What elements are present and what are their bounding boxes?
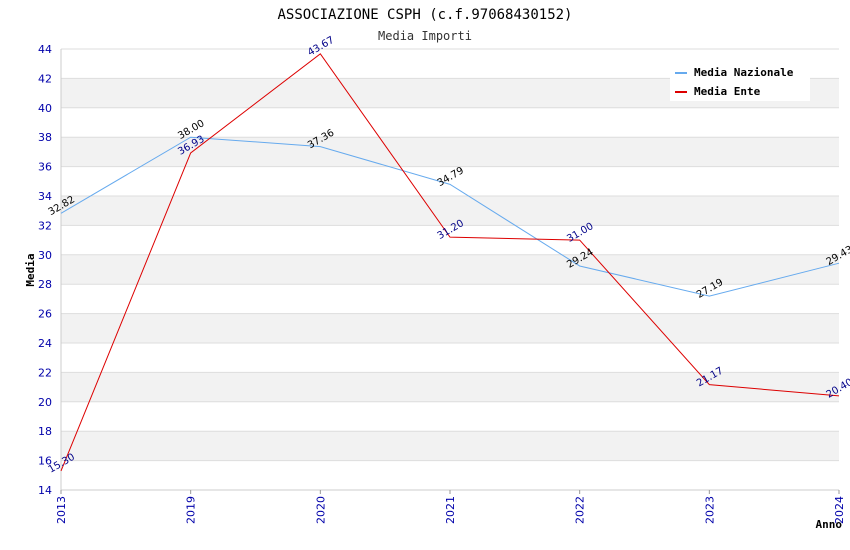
legend: Media Nazionale Media Ente (670, 61, 810, 101)
y-tick-label: 20 (38, 396, 52, 409)
legend-entry: Media Nazionale (694, 66, 794, 79)
y-tick-label: 44 (38, 43, 52, 56)
grid-band (61, 343, 839, 373)
y-tick-label: 36 (38, 161, 52, 174)
grid-band (61, 431, 839, 461)
series-line-media-ente (60, 53, 840, 472)
grid-band (61, 107, 839, 138)
y-tick-label: 16 (38, 455, 52, 468)
grid-band (61, 166, 839, 196)
y-tick-label: 34 (38, 190, 52, 203)
x-tick-label: 2020 (314, 496, 327, 524)
y-tick-label: 32 (38, 219, 52, 232)
y-tick-label: 40 (38, 102, 52, 115)
y-tick-label: 38 (38, 131, 52, 144)
chart-subtitle: Media Importi (378, 29, 472, 43)
y-tick-label: 28 (38, 278, 52, 291)
legend-box (670, 61, 810, 101)
y-tick-label: 14 (38, 484, 52, 497)
x-tick-label: 2021 (444, 496, 457, 524)
series-line-media-nazionale (60, 136, 840, 297)
y-tick-label: 24 (38, 337, 52, 350)
plot-grid (60, 48, 839, 491)
grid-band (61, 137, 839, 167)
y-tick-label: 30 (38, 249, 52, 262)
x-tick-label: 2013 (55, 496, 68, 524)
grid-band (61, 225, 839, 255)
grid-band (61, 401, 839, 432)
x-tick-label: 2023 (703, 496, 716, 524)
grid-band (61, 313, 839, 343)
legend-entry: Media Ente (694, 85, 761, 98)
chart-title: ASSOCIAZIONE CSPH (c.f.97068430152) (277, 7, 572, 23)
x-axis-label: Anno (816, 518, 843, 531)
grid-band (61, 254, 839, 285)
grid-band (61, 460, 839, 490)
y-tick-label: 26 (38, 308, 52, 321)
x-axis-ticks: 2013 2019 2020 2021 2022 2023 2024 (55, 490, 846, 524)
x-tick-label: 2019 (185, 496, 198, 524)
y-tick-label: 42 (38, 72, 52, 85)
x-tick-label: 2022 (574, 496, 587, 524)
grid-band (61, 284, 839, 314)
series-group (60, 53, 840, 472)
y-axis-ticks: 14 16 18 20 22 24 26 28 30 32 34 36 38 40 42 44 (38, 43, 52, 497)
y-tick-label: 18 (38, 425, 52, 438)
grid-band (61, 196, 839, 226)
y-axis-label: Media (24, 253, 37, 286)
grid-band (61, 372, 839, 402)
x-tick-label: 2024 (833, 496, 846, 524)
y-tick-label: 22 (38, 366, 52, 379)
